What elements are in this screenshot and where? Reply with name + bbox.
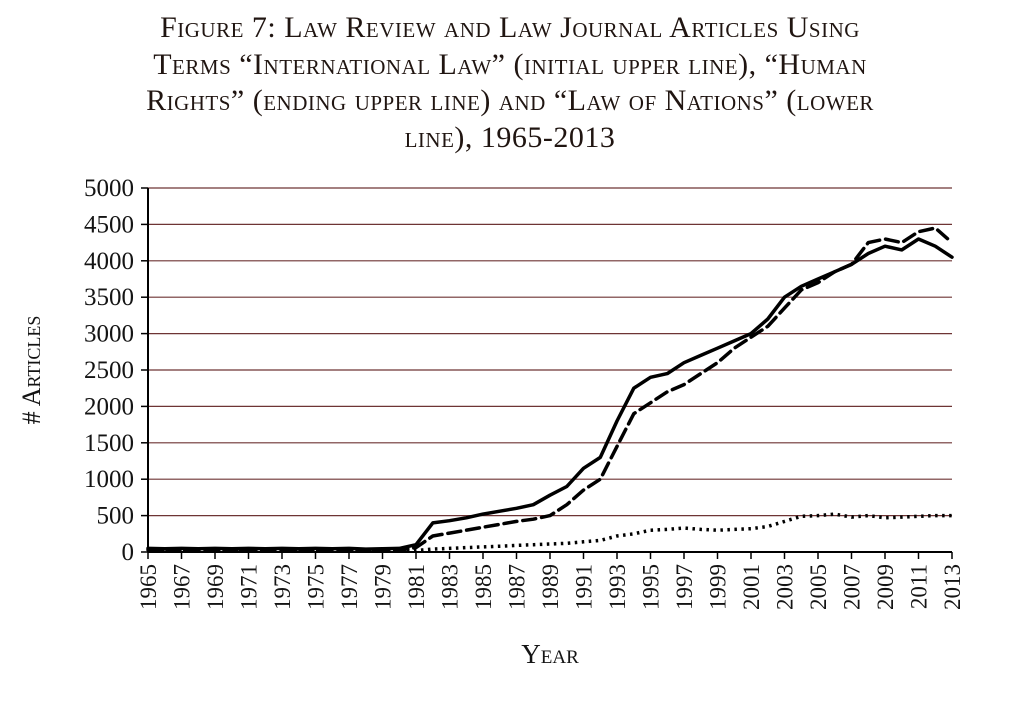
ytick-label-0: 0 (122, 539, 135, 566)
xtick-label-1987: 1987 (505, 564, 530, 610)
xtick-label-1979: 1979 (371, 564, 396, 610)
xtick-label-2005: 2005 (806, 564, 831, 610)
xtick-label-2009: 2009 (873, 564, 898, 610)
ytick-label-4500: 4500 (84, 211, 134, 238)
series-line-international-law (146, 237, 954, 551)
xtick-label-1973: 1973 (270, 564, 295, 610)
figure-title: Figure 7: Law Review and Law Journal Art… (0, 0, 1020, 156)
ytick-label-5000: 5000 (84, 175, 134, 202)
figure-title-line-3: Rights” (ending upper line) and “Law of … (146, 84, 874, 118)
xtick-label-1965: 1965 (136, 564, 161, 610)
xtick-label-1985: 1985 (471, 564, 496, 610)
xtick-label-2011: 2011 (907, 564, 932, 609)
ytick-label-2500: 2500 (84, 357, 134, 384)
xtick-label-1971: 1971 (237, 564, 262, 610)
xtick-label-1995: 1995 (639, 564, 664, 610)
xtick-label-1975: 1975 (304, 564, 329, 610)
chart-area: 0 500 1000 1500 2000 2500 3000 3500 4000 4500 5000… (0, 158, 1020, 704)
xtick-label-2001: 2001 (739, 564, 764, 610)
figure-title-line-1: Figure 7: Law Review and Law Journal Art… (160, 11, 860, 44)
xtick-label-1989: 1989 (538, 564, 563, 610)
figure7-line-chart: 0 500 1000 1500 2000 2500 3000 3500 4000 4500 5000… (17, 175, 965, 669)
xtick-label-1999: 1999 (706, 564, 731, 610)
xtick-label-2007: 2007 (840, 564, 865, 610)
series-line-human-rights (146, 226, 954, 552)
ytick-label-3500: 3500 (84, 284, 134, 311)
xtick-label-1993: 1993 (605, 564, 630, 610)
x-axis-title: Year (521, 639, 579, 669)
xtick-label-1991: 1991 (572, 564, 597, 610)
ytick-label-4000: 4000 (84, 248, 134, 275)
xtick-label-1997: 1997 (672, 564, 697, 610)
y-axis-title: # Articles (17, 316, 46, 425)
xtick-label-1981: 1981 (404, 564, 429, 610)
figure-title-line-2: Terms “International Law” (initial upper… (153, 47, 867, 81)
series-line-law-of-nations (148, 512, 952, 554)
xtick-label-1969: 1969 (203, 564, 228, 610)
ytick-label-1500: 1500 (84, 430, 134, 457)
xtick-label-1967: 1967 (170, 564, 195, 610)
ytick-label-500: 500 (97, 503, 135, 530)
xtick-label-2003: 2003 (773, 564, 798, 610)
ytick-label-3000: 3000 (84, 321, 134, 348)
xtick-label-1983: 1983 (438, 564, 463, 610)
ytick-label-2000: 2000 (84, 393, 134, 420)
xtick-label-2013: 2013 (940, 564, 965, 610)
ytick-label-1000: 1000 (84, 466, 134, 493)
xtick-label-1977: 1977 (337, 564, 362, 610)
figure-title-line-4: line), 1965-2013 (404, 120, 616, 154)
